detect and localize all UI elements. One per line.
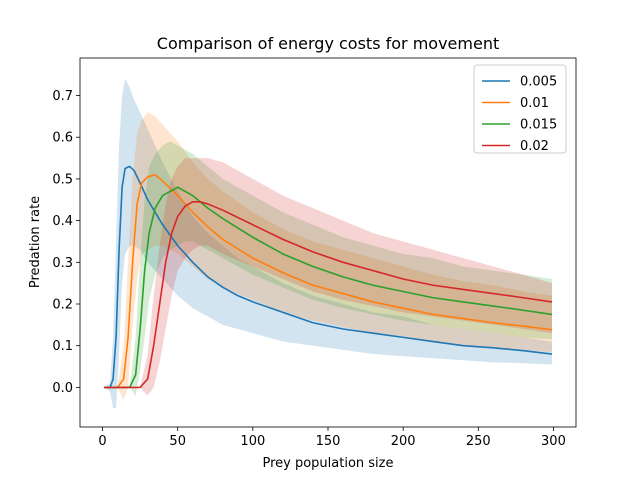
confidence-bands <box>104 78 552 409</box>
legend-label-1: 0.01 <box>520 96 549 111</box>
legend-label-0: 0.005 <box>520 75 557 90</box>
y-tick-label: 0.1 <box>52 339 73 354</box>
y-tick-label: 0.2 <box>52 298 73 313</box>
series-line-3 <box>104 201 553 389</box>
plot-frame <box>79 57 577 428</box>
x-tick-label: 300 <box>541 434 566 449</box>
y-tick-label: 0.7 <box>52 89 73 104</box>
x-tick-label: 100 <box>240 434 265 449</box>
y-tick-label: 0.3 <box>52 256 73 271</box>
band-2 <box>104 141 552 396</box>
band-1 <box>104 112 552 400</box>
x-tick-label: 200 <box>391 434 416 449</box>
y-tick-label: 0.5 <box>52 172 73 187</box>
series-line-1 <box>104 173 553 389</box>
legend-box <box>473 64 567 154</box>
x-tick-label: 150 <box>316 434 341 449</box>
series-line-0 <box>104 165 553 389</box>
y-tick-label: 0.0 <box>52 381 73 396</box>
chart-title: Comparison of energy costs for movement <box>157 34 499 53</box>
band-0 <box>104 78 552 409</box>
legend: 0.005 0.01 0.015 0.02 <box>473 64 567 154</box>
series-lines <box>104 165 553 389</box>
series-line-2 <box>104 186 553 389</box>
y-tick-label: 0.4 <box>52 214 73 229</box>
y-tick-label: 0.6 <box>52 131 73 146</box>
x-tick-label: 50 <box>169 434 186 449</box>
x-tick-label: 250 <box>466 434 491 449</box>
band-3 <box>104 158 552 396</box>
x-axis-ticks: 0 50 100 150 200 250 300 <box>98 427 566 449</box>
y-axis-ticks: 0.0 0.1 0.2 0.3 0.4 0.5 0.6 0.7 <box>52 89 80 396</box>
legend-label-2: 0.015 <box>520 118 557 133</box>
x-tick-label: 0 <box>98 434 106 449</box>
y-axis-label: Predation rate <box>28 196 43 288</box>
x-axis-label: Prey population size <box>262 456 393 471</box>
legend-label-3: 0.02 <box>520 139 549 154</box>
